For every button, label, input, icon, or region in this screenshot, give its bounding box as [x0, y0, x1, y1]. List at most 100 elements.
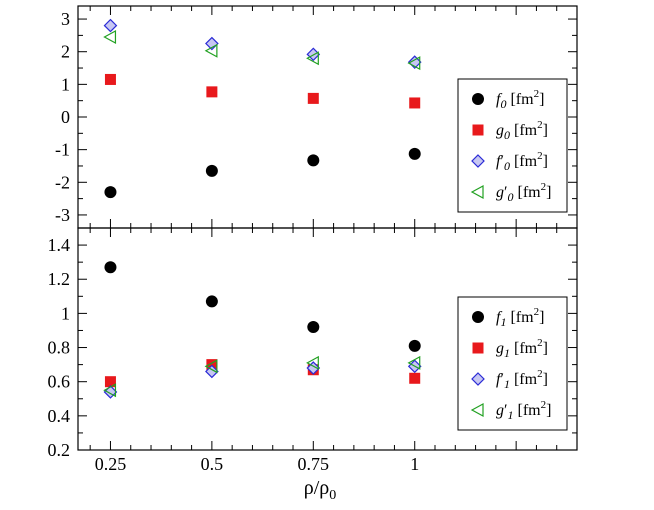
- top-legend-unit-sup: 2: [541, 181, 547, 193]
- top-legend-marker-circle: [472, 93, 484, 105]
- bottom-legend-unit-close: ]: [543, 371, 548, 388]
- bottom-legend-marker-square: [472, 342, 484, 354]
- bottom-legend-symbol: f: [496, 371, 503, 388]
- bottom-point-circle: [104, 261, 117, 274]
- top-legend-prime: ′: [500, 153, 504, 170]
- bottom-legend-symbol: f: [496, 309, 503, 326]
- top-point-circle: [205, 164, 218, 177]
- bottom-ytick-label: 0.4: [48, 406, 71, 426]
- top-legend-unit: [fm: [514, 184, 542, 201]
- top-ytick-label: -2: [55, 172, 70, 192]
- bottom-xtick-label: 0.5: [201, 454, 224, 474]
- bottom-legend-unit-close: ]: [546, 402, 551, 419]
- top-point-circle: [408, 147, 421, 160]
- bottom-point-triangle-left: [103, 383, 117, 398]
- bottom-legend-unit-sup: 2: [541, 399, 547, 411]
- bottom-legend-unit: [fm: [506, 309, 534, 326]
- top-ytick-label: 0: [61, 107, 70, 127]
- bottom-point-triangle-left: [306, 355, 319, 370]
- bottom-point-square: [409, 372, 421, 384]
- top-legend-unit: [fm: [506, 91, 534, 108]
- bottom-legend-label: g′1 [fm2]: [496, 399, 551, 422]
- top-point-triangle-left: [306, 51, 319, 66]
- bottom-xtick-label: 1: [410, 454, 419, 474]
- top-legend-symbol: f: [496, 153, 503, 170]
- top-legend-unit: [fm: [510, 153, 538, 170]
- top-point-square: [409, 97, 421, 109]
- top-ytick-label: -1: [55, 140, 70, 160]
- top-legend-unit: [fm: [510, 122, 538, 139]
- top-legend-subscript: 0: [500, 97, 506, 111]
- top-ytick-label: -3: [55, 205, 70, 225]
- top-legend-subscript: 0: [504, 128, 510, 142]
- bottom-ytick-label: 1.4: [48, 235, 71, 255]
- bottom-legend-prime: ′: [500, 371, 504, 388]
- x-axis-title-sub: 0: [329, 488, 336, 503]
- bottom-legend-prime: ′: [504, 402, 508, 419]
- bottom-ytick-label: 1: [61, 303, 70, 323]
- top-legend-label: g0 [fm2]: [496, 119, 548, 142]
- top-point-square: [307, 92, 319, 104]
- bottom-ytick-label: 0.6: [48, 372, 71, 392]
- top-legend-unit-close: ]: [539, 91, 544, 108]
- bottom-legend-unit: [fm: [514, 402, 542, 419]
- bottom-point-triangle-left: [407, 355, 421, 370]
- bottom-point-circle: [408, 339, 421, 352]
- top-legend-unit-close: ]: [543, 153, 548, 170]
- bottom-xtick-label: 0.25: [95, 454, 127, 474]
- top-legend-subscript: 0: [504, 159, 510, 173]
- top-ytick-label: 2: [61, 42, 70, 62]
- top-legend-unit-sup: 2: [534, 88, 540, 100]
- top-point-triangle-left: [407, 56, 421, 71]
- top-point-circle: [104, 186, 117, 199]
- bottom-point-circle: [205, 295, 218, 308]
- top-ytick-label: 1: [61, 74, 70, 94]
- bottom-legend-marker-triangle-left: [470, 402, 484, 418]
- top-point-diamond: [103, 18, 118, 33]
- bottom-legend-unit-sup: 2: [537, 337, 543, 349]
- top-legend: f0 [fm2]g0 [fm2]f′0 [fm2]g′0 [fm2]: [457, 78, 568, 213]
- top-legend-subscript: 0: [508, 190, 514, 204]
- bottom-point-circle: [307, 321, 320, 334]
- top-point-square: [104, 73, 116, 85]
- bottom-point-triangle-left: [204, 359, 218, 374]
- top-legend-symbol: g: [496, 122, 504, 139]
- top-point-triangle-left: [204, 43, 218, 58]
- top-legend-symbol: g: [496, 184, 504, 201]
- top-legend-marker-diamond: [471, 154, 485, 168]
- top-ytick-label: 3: [61, 9, 70, 29]
- bottom-legend-marker-diamond: [471, 372, 485, 386]
- bottom-legend: f1 [fm2]g1 [fm2]f′1 [fm2]g′1 [fm2]: [457, 296, 568, 431]
- top-point-circle: [307, 154, 320, 167]
- bottom-legend-unit-sup: 2: [534, 306, 540, 318]
- bottom-legend-unit-sup: 2: [537, 368, 543, 380]
- bottom-ytick-label: 0.8: [48, 338, 71, 358]
- top-point-triangle-left: [103, 30, 117, 45]
- x-axis-title-main: ρ/ρ: [304, 477, 330, 499]
- top-legend-label: g′0 [fm2]: [496, 181, 551, 204]
- top-legend-unit-close: ]: [546, 184, 551, 201]
- bottom-legend-symbol: g: [496, 402, 504, 419]
- top-point-square: [206, 86, 218, 98]
- bottom-legend-label: f1 [fm2]: [496, 306, 544, 329]
- bottom-legend-subscript: 1: [504, 346, 510, 360]
- bottom-legend-subscript: 1: [504, 377, 510, 391]
- top-legend-symbol: f: [496, 91, 503, 108]
- x-axis-title: ρ/ρ0: [304, 477, 337, 503]
- bottom-plot-frame: [77, 227, 578, 451]
- bottom-legend-symbol: g: [496, 340, 504, 357]
- top-legend-label: f0 [fm2]: [496, 88, 544, 111]
- bottom-legend-unit-close: ]: [539, 309, 544, 326]
- bottom-legend-label: f′1 [fm2]: [496, 368, 548, 391]
- top-legend-label: f′0 [fm2]: [496, 150, 548, 173]
- bottom-legend-unit: [fm: [510, 371, 538, 388]
- top-legend-unit-sup: 2: [537, 119, 543, 131]
- bottom-legend-unit: [fm: [510, 340, 538, 357]
- bottom-legend-label: g1 [fm2]: [496, 337, 548, 360]
- top-point-diamond: [205, 36, 219, 51]
- top-legend-marker-triangle-left: [470, 184, 484, 200]
- bottom-ytick-label: 1.2: [48, 269, 71, 289]
- top-legend-marker-square: [472, 124, 484, 136]
